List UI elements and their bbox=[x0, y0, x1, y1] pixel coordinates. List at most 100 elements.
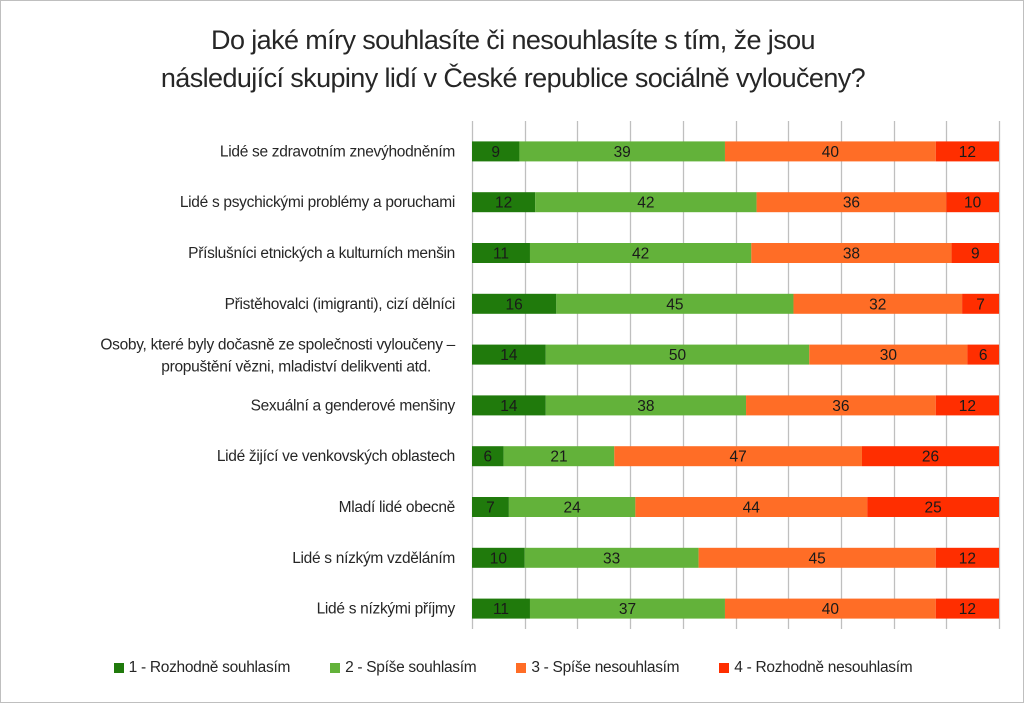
data-label: 39 bbox=[614, 144, 631, 161]
chart-title: Do jaké míry souhlasíte či nesouhlasíte … bbox=[1, 21, 1024, 97]
data-label: 33 bbox=[603, 550, 620, 567]
data-label: 12 bbox=[959, 601, 976, 618]
bar-segment bbox=[535, 192, 757, 213]
data-label: 40 bbox=[822, 144, 840, 161]
data-label: 25 bbox=[925, 500, 942, 517]
bar-segment bbox=[946, 192, 999, 213]
legend-label: 4 - Rozhodně nesouhlasím bbox=[734, 659, 913, 676]
data-label: 42 bbox=[632, 246, 649, 263]
data-label: 38 bbox=[637, 398, 654, 415]
data-label: 42 bbox=[637, 195, 654, 212]
bar-segment bbox=[809, 344, 968, 365]
bar-segment bbox=[724, 141, 936, 162]
data-label: 36 bbox=[843, 195, 860, 212]
data-label: 14 bbox=[500, 347, 518, 364]
chart-legend: 1 - Rozhodně souhlasím 2 - Spíše souhlasí… bbox=[1, 659, 1024, 677]
data-label: 47 bbox=[730, 449, 747, 466]
data-label: 12 bbox=[959, 144, 976, 161]
data-label: 26 bbox=[922, 449, 939, 466]
data-label: 12 bbox=[959, 398, 976, 415]
legend-swatch bbox=[719, 663, 730, 673]
data-label: 32 bbox=[869, 296, 886, 313]
bar-segment bbox=[746, 395, 936, 416]
data-label: 45 bbox=[666, 296, 683, 313]
legend-swatch bbox=[330, 663, 341, 673]
bar-segment bbox=[935, 547, 999, 568]
category-label: Lidé se zdravotním znevýhodněním bbox=[220, 143, 455, 160]
legend-item: 3 - Spíše nesouhlasím bbox=[516, 659, 680, 677]
bar-segment bbox=[472, 243, 530, 263]
data-label: 44 bbox=[743, 500, 761, 517]
data-label: 21 bbox=[550, 449, 567, 466]
legend-swatch bbox=[516, 663, 527, 673]
data-label: 45 bbox=[809, 550, 826, 567]
bar-segment bbox=[751, 243, 952, 263]
legend-label: 1 - Rozhodně souhlasím bbox=[128, 659, 291, 676]
bar-segment bbox=[967, 344, 999, 365]
bar-segment bbox=[472, 497, 509, 517]
bar-segment bbox=[524, 547, 699, 568]
bar-segment bbox=[472, 293, 557, 314]
category-label: Mladí lidé obecně bbox=[339, 499, 455, 516]
legend-item: 2 - Spíše souhlasím bbox=[330, 659, 477, 677]
category-label: Osoby, které byly dočasně ze společnosti… bbox=[100, 337, 455, 376]
legend-label: 3 - Spíše nesouhlasím bbox=[531, 659, 680, 676]
category-label: Přistěhovalci (imigranti), cizí dělníci bbox=[225, 296, 455, 313]
data-label: 10 bbox=[964, 195, 982, 212]
bar-segment bbox=[472, 446, 504, 467]
category-label: Příslušníci etnických a kulturních menši… bbox=[188, 245, 455, 262]
data-label: 12 bbox=[959, 550, 976, 567]
bar-segment bbox=[529, 243, 752, 263]
bar-segment bbox=[472, 598, 530, 619]
data-label: 7 bbox=[486, 500, 495, 517]
data-label: 38 bbox=[843, 246, 860, 263]
bar-segment bbox=[867, 497, 999, 517]
bar-segment bbox=[698, 547, 936, 568]
data-label: 6 bbox=[979, 347, 988, 364]
data-label: 36 bbox=[832, 398, 849, 415]
category-label: Lidé s psychickými problémy a poruchami bbox=[180, 194, 455, 211]
bar-segment bbox=[472, 547, 525, 568]
bar-segment bbox=[508, 497, 636, 517]
bar-segment bbox=[472, 141, 520, 162]
legend-item: 4 - Rozhodně nesouhlasím bbox=[719, 659, 913, 677]
data-label: 10 bbox=[490, 550, 508, 567]
chart-title-line-2: následující skupiny lidí v České republi… bbox=[160, 63, 866, 93]
bar-segment bbox=[635, 497, 868, 517]
chart-title-line-1: Do jaké míry souhlasíte či nesouhlasíte … bbox=[211, 25, 815, 55]
bar-segment bbox=[519, 141, 725, 162]
bar-segment bbox=[793, 293, 963, 314]
category-label: Lidé s nízkým vzděláním bbox=[292, 550, 455, 567]
bar-segment bbox=[472, 344, 546, 365]
bar-segment bbox=[545, 344, 810, 365]
bar-segment bbox=[935, 395, 999, 416]
bar-segment bbox=[472, 192, 536, 213]
data-label: 9 bbox=[491, 144, 500, 161]
bar-segment bbox=[529, 598, 725, 619]
legend-swatch bbox=[113, 663, 124, 673]
bar-segment bbox=[545, 395, 747, 416]
bar-segment bbox=[861, 446, 999, 467]
bar-segment bbox=[962, 293, 999, 314]
data-label: 14 bbox=[500, 398, 518, 415]
data-label: 6 bbox=[483, 449, 492, 466]
category-label: Lidé žijící ve venkovských oblastech bbox=[217, 448, 455, 465]
bar-segment bbox=[614, 446, 862, 467]
data-label: 12 bbox=[495, 195, 512, 212]
data-label: 40 bbox=[822, 601, 840, 618]
data-label: 50 bbox=[669, 347, 687, 364]
data-label: 11 bbox=[493, 601, 509, 618]
bar-segment bbox=[756, 192, 947, 213]
category-label: Lidé s nízkými příjmy bbox=[317, 601, 456, 618]
data-label: 24 bbox=[564, 500, 582, 517]
legend-label: 2 - Spíše souhlasím bbox=[345, 659, 477, 676]
data-label: 7 bbox=[976, 296, 985, 313]
data-label: 11 bbox=[493, 246, 509, 263]
category-label-line: Osoby, které byly dočasně ze společnosti… bbox=[100, 337, 455, 354]
bar-segment bbox=[556, 293, 794, 314]
data-label: 9 bbox=[971, 246, 980, 263]
bar-segment bbox=[951, 243, 999, 263]
data-label: 37 bbox=[619, 601, 636, 618]
